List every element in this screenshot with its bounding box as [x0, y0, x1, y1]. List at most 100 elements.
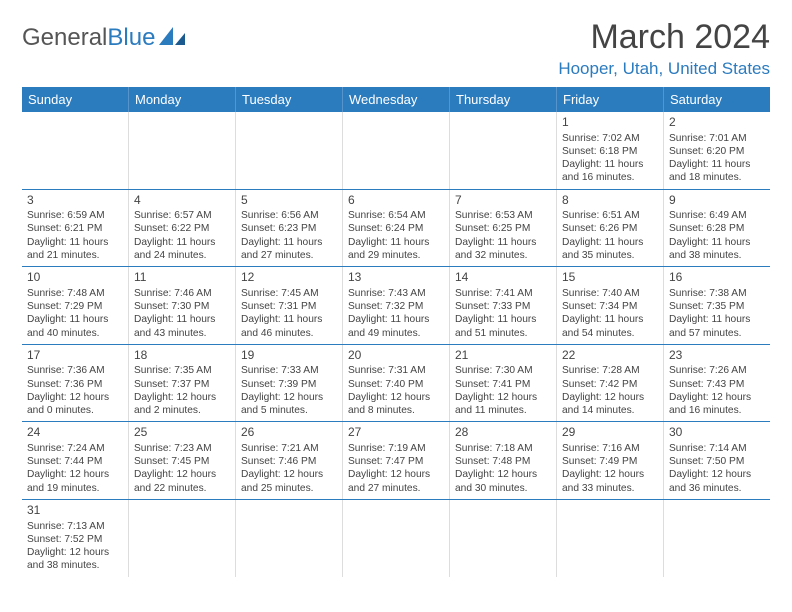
- daylight-text: Daylight: 11 hours and 35 minutes.: [562, 236, 658, 263]
- sunset-text: Sunset: 6:25 PM: [455, 222, 551, 235]
- sunrise-text: Sunrise: 7:01 AM: [669, 132, 765, 145]
- day-number: 16: [669, 270, 765, 286]
- day-cell: 11Sunrise: 7:46 AMSunset: 7:30 PMDayligh…: [129, 267, 236, 344]
- daylight-text: Daylight: 11 hours and 43 minutes.: [134, 313, 230, 340]
- empty-cell: [450, 112, 557, 189]
- day-number: 6: [348, 193, 444, 209]
- logo-sail-icon: [159, 24, 185, 52]
- sunrise-text: Sunrise: 6:56 AM: [241, 209, 337, 222]
- day-cell: 25Sunrise: 7:23 AMSunset: 7:45 PMDayligh…: [129, 422, 236, 499]
- day-number: 4: [134, 193, 230, 209]
- day-number: 24: [27, 425, 123, 441]
- daylight-text: Daylight: 11 hours and 49 minutes.: [348, 313, 444, 340]
- daylight-text: Daylight: 11 hours and 57 minutes.: [669, 313, 765, 340]
- day-cell: 5Sunrise: 6:56 AMSunset: 6:23 PMDaylight…: [236, 190, 343, 267]
- daylight-text: Daylight: 11 hours and 40 minutes.: [27, 313, 123, 340]
- empty-cell: [343, 500, 450, 577]
- sunset-text: Sunset: 7:47 PM: [348, 455, 444, 468]
- daylight-text: Daylight: 12 hours and 8 minutes.: [348, 391, 444, 418]
- day-cell: 26Sunrise: 7:21 AMSunset: 7:46 PMDayligh…: [236, 422, 343, 499]
- sunrise-text: Sunrise: 6:59 AM: [27, 209, 123, 222]
- sunset-text: Sunset: 7:29 PM: [27, 300, 123, 313]
- day-number: 15: [562, 270, 658, 286]
- sunrise-text: Sunrise: 6:49 AM: [669, 209, 765, 222]
- day-number: 18: [134, 348, 230, 364]
- sunrise-text: Sunrise: 7:38 AM: [669, 287, 765, 300]
- day-cell: 19Sunrise: 7:33 AMSunset: 7:39 PMDayligh…: [236, 345, 343, 422]
- sunrise-text: Sunrise: 7:36 AM: [27, 364, 123, 377]
- day-cell: 24Sunrise: 7:24 AMSunset: 7:44 PMDayligh…: [22, 422, 129, 499]
- day-number: 10: [27, 270, 123, 286]
- sunset-text: Sunset: 7:34 PM: [562, 300, 658, 313]
- daylight-text: Daylight: 12 hours and 0 minutes.: [27, 391, 123, 418]
- sunset-text: Sunset: 7:43 PM: [669, 378, 765, 391]
- sunrise-text: Sunrise: 7:24 AM: [27, 442, 123, 455]
- empty-cell: [129, 500, 236, 577]
- sunset-text: Sunset: 6:23 PM: [241, 222, 337, 235]
- empty-cell: [343, 112, 450, 189]
- day-cell: 29Sunrise: 7:16 AMSunset: 7:49 PMDayligh…: [557, 422, 664, 499]
- day-number: 22: [562, 348, 658, 364]
- daylight-text: Daylight: 12 hours and 25 minutes.: [241, 468, 337, 495]
- day-cell: 4Sunrise: 6:57 AMSunset: 6:22 PMDaylight…: [129, 190, 236, 267]
- day-number: 11: [134, 270, 230, 286]
- sunset-text: Sunset: 7:35 PM: [669, 300, 765, 313]
- sunrise-text: Sunrise: 7:43 AM: [348, 287, 444, 300]
- sunrise-text: Sunrise: 7:40 AM: [562, 287, 658, 300]
- day-cell: 16Sunrise: 7:38 AMSunset: 7:35 PMDayligh…: [664, 267, 770, 344]
- logo: GeneralBlue: [22, 24, 185, 52]
- sunset-text: Sunset: 7:50 PM: [669, 455, 765, 468]
- sunset-text: Sunset: 7:48 PM: [455, 455, 551, 468]
- daylight-text: Daylight: 12 hours and 2 minutes.: [134, 391, 230, 418]
- sunset-text: Sunset: 7:37 PM: [134, 378, 230, 391]
- week-row: 17Sunrise: 7:36 AMSunset: 7:36 PMDayligh…: [22, 345, 770, 423]
- sunset-text: Sunset: 6:22 PM: [134, 222, 230, 235]
- sunset-text: Sunset: 7:44 PM: [27, 455, 123, 468]
- daylight-text: Daylight: 12 hours and 11 minutes.: [455, 391, 551, 418]
- day-cell: 12Sunrise: 7:45 AMSunset: 7:31 PMDayligh…: [236, 267, 343, 344]
- day-number: 23: [669, 348, 765, 364]
- sunrise-text: Sunrise: 7:19 AM: [348, 442, 444, 455]
- day-cell: 22Sunrise: 7:28 AMSunset: 7:42 PMDayligh…: [557, 345, 664, 422]
- day-cell: 27Sunrise: 7:19 AMSunset: 7:47 PMDayligh…: [343, 422, 450, 499]
- sunrise-text: Sunrise: 7:30 AM: [455, 364, 551, 377]
- daylight-text: Daylight: 11 hours and 38 minutes.: [669, 236, 765, 263]
- daylight-text: Daylight: 12 hours and 38 minutes.: [27, 546, 123, 573]
- day-cell: 28Sunrise: 7:18 AMSunset: 7:48 PMDayligh…: [450, 422, 557, 499]
- sunset-text: Sunset: 7:31 PM: [241, 300, 337, 313]
- sunrise-text: Sunrise: 7:13 AM: [27, 520, 123, 533]
- day-number: 26: [241, 425, 337, 441]
- sunrise-text: Sunrise: 7:02 AM: [562, 132, 658, 145]
- empty-cell: [450, 500, 557, 577]
- day-header: Thursday: [450, 87, 557, 112]
- day-cell: 30Sunrise: 7:14 AMSunset: 7:50 PMDayligh…: [664, 422, 770, 499]
- sunrise-text: Sunrise: 7:28 AM: [562, 364, 658, 377]
- header: GeneralBlue March 2024 Hooper, Utah, Uni…: [22, 18, 770, 79]
- day-cell: 2Sunrise: 7:01 AMSunset: 6:20 PMDaylight…: [664, 112, 770, 189]
- day-header: Friday: [557, 87, 664, 112]
- daylight-text: Daylight: 11 hours and 51 minutes.: [455, 313, 551, 340]
- daylight-text: Daylight: 11 hours and 46 minutes.: [241, 313, 337, 340]
- sunset-text: Sunset: 6:18 PM: [562, 145, 658, 158]
- day-cell: 1Sunrise: 7:02 AMSunset: 6:18 PMDaylight…: [557, 112, 664, 189]
- daylight-text: Daylight: 11 hours and 32 minutes.: [455, 236, 551, 263]
- day-number: 17: [27, 348, 123, 364]
- sunset-text: Sunset: 6:26 PM: [562, 222, 658, 235]
- day-header: Monday: [129, 87, 236, 112]
- day-cell: 10Sunrise: 7:48 AMSunset: 7:29 PMDayligh…: [22, 267, 129, 344]
- day-header: Tuesday: [236, 87, 343, 112]
- day-cell: 31Sunrise: 7:13 AMSunset: 7:52 PMDayligh…: [22, 500, 129, 577]
- day-number: 13: [348, 270, 444, 286]
- day-header: Saturday: [664, 87, 770, 112]
- day-cell: 6Sunrise: 6:54 AMSunset: 6:24 PMDaylight…: [343, 190, 450, 267]
- day-number: 5: [241, 193, 337, 209]
- day-number: 29: [562, 425, 658, 441]
- day-number: 8: [562, 193, 658, 209]
- sunrise-text: Sunrise: 7:21 AM: [241, 442, 337, 455]
- daylight-text: Daylight: 12 hours and 16 minutes.: [669, 391, 765, 418]
- day-cell: 18Sunrise: 7:35 AMSunset: 7:37 PMDayligh…: [129, 345, 236, 422]
- logo-text-1: General: [22, 24, 107, 52]
- day-number: 2: [669, 115, 765, 131]
- daylight-text: Daylight: 11 hours and 24 minutes.: [134, 236, 230, 263]
- location: Hooper, Utah, United States: [558, 59, 770, 79]
